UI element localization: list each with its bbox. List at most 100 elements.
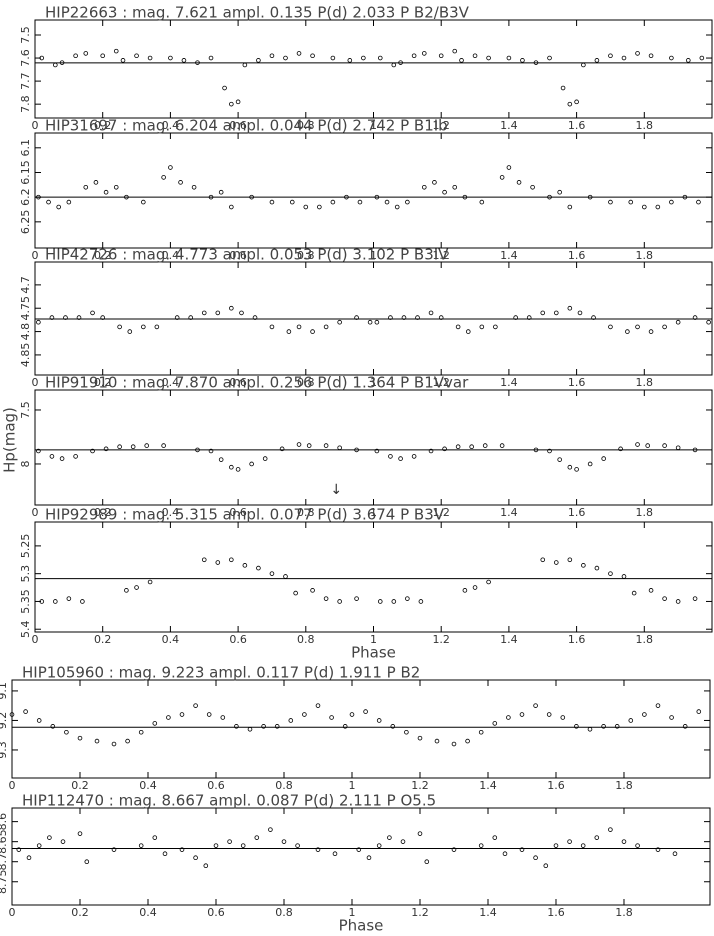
- data-point: [669, 715, 674, 720]
- plot-frame: [34, 389, 713, 506]
- data-point: [337, 445, 342, 451]
- x-tick-label: 0.4: [139, 906, 157, 919]
- data-point: [608, 827, 613, 832]
- data-point: [84, 859, 90, 865]
- y-axis-label: Hp(mag): [1, 407, 19, 473]
- data-point: [218, 189, 224, 195]
- data-point: [39, 599, 45, 604]
- x-tick-label: 1.6: [547, 906, 565, 919]
- data-point: [546, 712, 552, 717]
- data-point: [213, 843, 219, 848]
- data-point: [361, 55, 366, 61]
- y-tick-label: 6.25: [19, 210, 32, 235]
- data-point: [374, 194, 380, 200]
- data-point: [269, 53, 275, 59]
- data-point: [337, 599, 342, 604]
- x-tick-label: 0.2: [71, 779, 89, 792]
- data-point: [478, 729, 484, 735]
- data-point: [356, 847, 362, 852]
- data-point: [36, 194, 41, 200]
- data-point: [36, 448, 41, 454]
- data-point: [124, 588, 129, 593]
- data-point: [492, 835, 498, 840]
- data-point: [269, 571, 275, 576]
- data-point: [519, 712, 525, 717]
- x-tick-label: 1.4: [500, 376, 518, 389]
- data-point: [218, 457, 224, 462]
- data-point: [344, 194, 349, 200]
- data-point: [269, 199, 275, 205]
- data-point: [696, 199, 701, 205]
- y-tick-label: 9.3: [0, 741, 9, 759]
- data-point: [354, 315, 359, 320]
- y-tick-label: 5.25: [19, 534, 32, 559]
- x-tick-label: 1.8: [636, 249, 654, 262]
- data-point: [252, 315, 258, 320]
- x-tick-label: 1.6: [568, 633, 586, 646]
- data-point: [281, 839, 287, 844]
- data-point: [625, 329, 630, 334]
- x-tick-label: 1: [348, 779, 355, 792]
- data-point: [540, 310, 546, 316]
- data-point: [80, 599, 85, 604]
- data-point: [662, 596, 667, 601]
- data-point: [206, 712, 212, 717]
- data-point: [428, 448, 434, 454]
- data-point: [621, 574, 627, 579]
- data-point: [279, 446, 285, 452]
- data-point: [516, 180, 522, 185]
- x-tick-label: 1: [348, 906, 355, 919]
- panel-title: HIP92989 : mag. 5.315 ampl. 0.077 P(d) 3…: [45, 506, 445, 524]
- data-point: [478, 843, 484, 848]
- data-point: [36, 718, 42, 723]
- data-point: [394, 204, 400, 210]
- x-tick-label: 0.4: [162, 249, 180, 262]
- x-tick-label: 1.8: [615, 779, 633, 792]
- x-tick-label: 0.8: [297, 506, 315, 519]
- data-point: [363, 709, 368, 714]
- data-point: [191, 184, 197, 190]
- data-point: [53, 62, 58, 68]
- x-tick-label: 0.8: [297, 249, 315, 262]
- data-point: [391, 599, 397, 604]
- data-point: [113, 48, 119, 54]
- x-tick-label: 0.8: [297, 376, 315, 389]
- data-point: [144, 443, 150, 448]
- data-point: [283, 574, 288, 579]
- data-point: [506, 55, 512, 61]
- data-point: [391, 62, 397, 68]
- data-point: [83, 184, 89, 190]
- data-point: [50, 724, 56, 729]
- panel-title: HIP31697 : mag. 6.204 ampl. 0.044 P(d) 2…: [45, 117, 448, 135]
- data-point: [621, 839, 627, 844]
- data-point: [103, 446, 109, 452]
- data-point: [547, 448, 552, 454]
- data-point: [161, 175, 166, 180]
- data-point: [641, 204, 647, 210]
- data-point: [220, 715, 226, 720]
- data-point: [302, 712, 307, 717]
- data-point: [415, 315, 420, 320]
- data-point: [442, 189, 447, 195]
- data-point: [452, 48, 458, 54]
- x-tick-label: 0.2: [94, 249, 112, 262]
- data-point: [472, 585, 478, 590]
- data-point: [234, 724, 239, 729]
- plot-frame: [34, 132, 713, 249]
- x-tick-label: 1.6: [568, 376, 586, 389]
- x-tick-label: 1: [370, 633, 377, 646]
- data-point: [377, 55, 383, 61]
- data-point: [195, 447, 200, 453]
- x-tick-label: 1.2: [432, 633, 450, 646]
- x-tick-label: 0.6: [207, 906, 225, 919]
- data-point: [274, 724, 280, 729]
- x-tick-label: 0.4: [162, 376, 180, 389]
- data-point: [289, 199, 295, 205]
- data-point: [229, 204, 234, 210]
- data-point: [530, 184, 535, 190]
- data-point: [288, 718, 294, 723]
- data-point: [506, 715, 511, 720]
- y-tick-label: 6.15: [19, 160, 32, 185]
- y-tick-label: 5.3: [19, 565, 32, 583]
